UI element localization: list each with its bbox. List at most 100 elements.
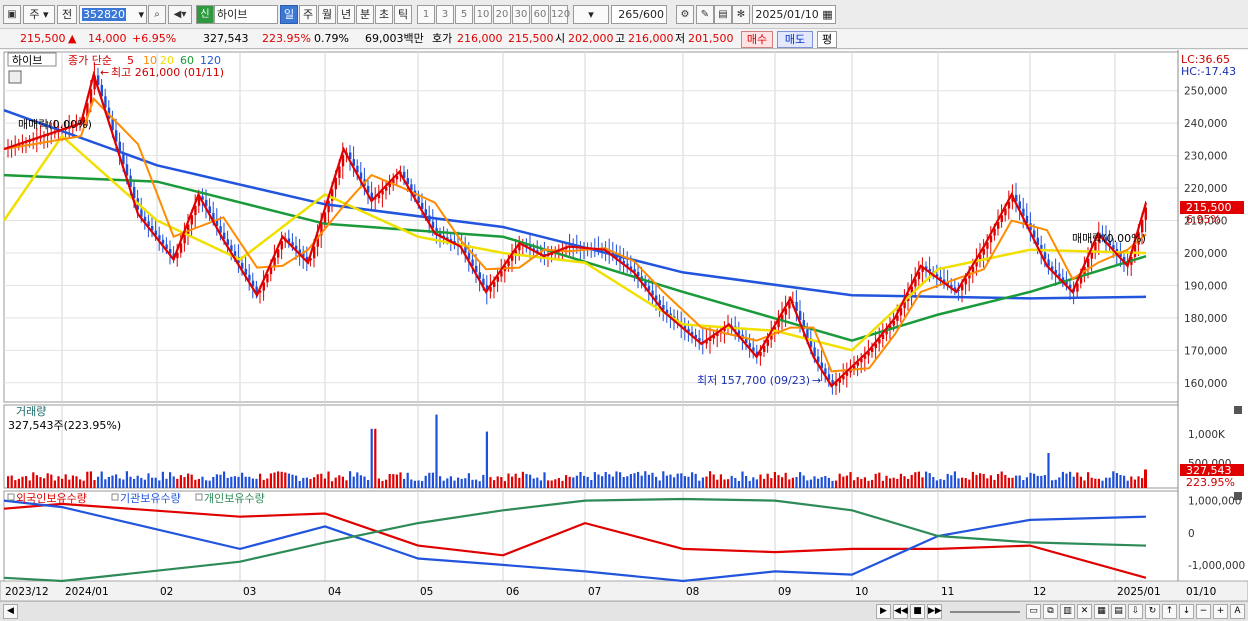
volume-bar <box>993 479 996 488</box>
window-icon[interactable]: ▣ <box>3 5 21 24</box>
scroll-left-icon[interactable]: ◀ <box>3 604 18 619</box>
volume-bar <box>129 476 132 488</box>
volume-bar <box>453 480 456 488</box>
period-tab-3[interactable]: 년 <box>337 5 355 24</box>
rewind-icon[interactable]: ◀◀ <box>893 604 908 619</box>
x-label: 08 <box>686 586 699 598</box>
arrow-down-icon[interactable]: ↓ <box>1179 604 1194 619</box>
candle-body <box>395 175 399 180</box>
candle-body <box>352 159 355 166</box>
volume-bar <box>532 478 535 488</box>
volume-bar <box>392 474 395 488</box>
scroll-right-icon[interactable]: ▶ <box>876 604 891 619</box>
period-tab-0[interactable]: 일 <box>280 5 298 24</box>
chart-settings-icon[interactable]: ⚙ <box>676 5 694 24</box>
bid-price: 215,500 <box>508 32 554 45</box>
draw-tool-icon[interactable]: ✎ <box>696 5 714 24</box>
prev-button[interactable]: 전 <box>57 5 77 24</box>
candle-body <box>626 263 629 267</box>
gear-icon[interactable]: ✻ <box>732 5 750 24</box>
sell-button[interactable]: 매도 <box>777 31 813 48</box>
volume-bar <box>86 471 89 488</box>
candle-body <box>125 164 129 176</box>
stock-code-input[interactable]: 352820 ▾ <box>79 5 147 24</box>
volume-bar <box>248 476 251 488</box>
volume-bar <box>187 473 190 488</box>
candle-body <box>219 226 222 233</box>
crosshair-icon[interactable]: ✕ <box>1077 604 1092 619</box>
period-tab-5[interactable]: 초 <box>375 5 393 24</box>
period-tab-1[interactable]: 주 <box>299 5 317 24</box>
interval-tab-1[interactable]: 1 <box>417 5 435 24</box>
candle-body <box>619 258 622 261</box>
interval-tab-10[interactable]: 10 <box>474 5 492 24</box>
interval-dropdown[interactable]: ▾ <box>573 5 609 24</box>
volume-bar <box>910 474 913 488</box>
x-label: 10 <box>855 586 868 598</box>
stop-icon[interactable]: ■ <box>910 604 925 619</box>
font-size-icon[interactable]: A <box>1230 604 1245 619</box>
buy-button[interactable]: 매수 <box>741 31 773 48</box>
volume-bar <box>799 472 802 488</box>
speaker-icon[interactable]: ◀▾ <box>168 5 192 24</box>
grid-icon[interactable]: ▦ <box>1094 604 1109 619</box>
volume-bar <box>698 480 701 488</box>
period-tab-6[interactable]: 틱 <box>394 5 412 24</box>
interval-tab-3[interactable]: 3 <box>436 5 454 24</box>
export-icon[interactable]: ⇩ <box>1128 604 1143 619</box>
zoom-in-icon[interactable]: + <box>1213 604 1228 619</box>
average-button[interactable]: 평 <box>817 31 837 48</box>
period-unit-select[interactable]: 주 ▾ <box>23 5 55 24</box>
save-icon[interactable]: ▤ <box>714 5 732 24</box>
date-field[interactable]: 2025/01/10 ▦ <box>752 5 836 24</box>
candle-body <box>885 329 888 335</box>
arrow-up-icon[interactable]: ↑ <box>1162 604 1177 619</box>
volume-bar <box>208 480 211 488</box>
volume-bar <box>431 472 434 488</box>
ma-label: 종가 단순 <box>68 54 112 67</box>
interval-tab-5[interactable]: 5 <box>455 5 473 24</box>
zoom-slider[interactable] <box>950 611 1020 613</box>
candle-body <box>889 325 892 330</box>
copy-icon[interactable]: ⧉ <box>1043 604 1058 619</box>
interval-tab-60[interactable]: 60 <box>531 5 549 24</box>
candle-body <box>712 335 715 339</box>
chart-scroll-bar[interactable]: ◀ ▶ ◀◀ ■ ▶▶ ▭ ⧉ ▥ ✕ ▦ ▤ ⇩ ↻ ↑ ↓ − + A <box>0 601 1248 621</box>
holding-line-0 <box>3 502 1147 579</box>
interval-tab-120[interactable]: 120 <box>550 5 570 24</box>
candle-body <box>349 152 352 160</box>
open-label: 시 <box>555 32 566 45</box>
interval-tab-20[interactable]: 20 <box>493 5 511 24</box>
table-icon[interactable]: ▤ <box>1111 604 1126 619</box>
interval-tab-30[interactable]: 30 <box>512 5 530 24</box>
volume-bar <box>1040 475 1043 488</box>
fast-forward-icon[interactable]: ▶▶ <box>927 604 942 619</box>
candle-body <box>647 285 651 291</box>
split-icon[interactable]: ▥ <box>1060 604 1075 619</box>
candle-body <box>1108 241 1111 246</box>
volume-bar <box>907 478 910 488</box>
candle-body <box>745 338 748 344</box>
layout-icon[interactable]: ▭ <box>1026 604 1041 619</box>
candle-body <box>143 216 147 222</box>
candle-body <box>385 186 388 191</box>
volume-bar <box>280 471 283 488</box>
volume-bar <box>241 472 244 488</box>
stock-name-field[interactable]: 하이브 <box>214 5 278 24</box>
period-tab-2[interactable]: 월 <box>318 5 336 24</box>
volume-bar <box>446 478 449 488</box>
zoom-out-icon[interactable]: − <box>1196 604 1211 619</box>
volume-bar <box>565 475 568 488</box>
volume-bar <box>496 476 499 488</box>
refresh-icon[interactable]: ↻ <box>1145 604 1160 619</box>
volume-bar <box>230 476 233 488</box>
volume-bar <box>136 475 139 488</box>
candle-body <box>971 266 975 273</box>
count-field[interactable]: 265/600 <box>611 5 667 24</box>
volume-bar <box>734 478 737 488</box>
count-value: 265 <box>618 8 640 21</box>
period-tab-4[interactable]: 분 <box>356 5 374 24</box>
search-icon[interactable]: ⌕ <box>148 5 166 24</box>
volume-bar <box>442 480 445 488</box>
